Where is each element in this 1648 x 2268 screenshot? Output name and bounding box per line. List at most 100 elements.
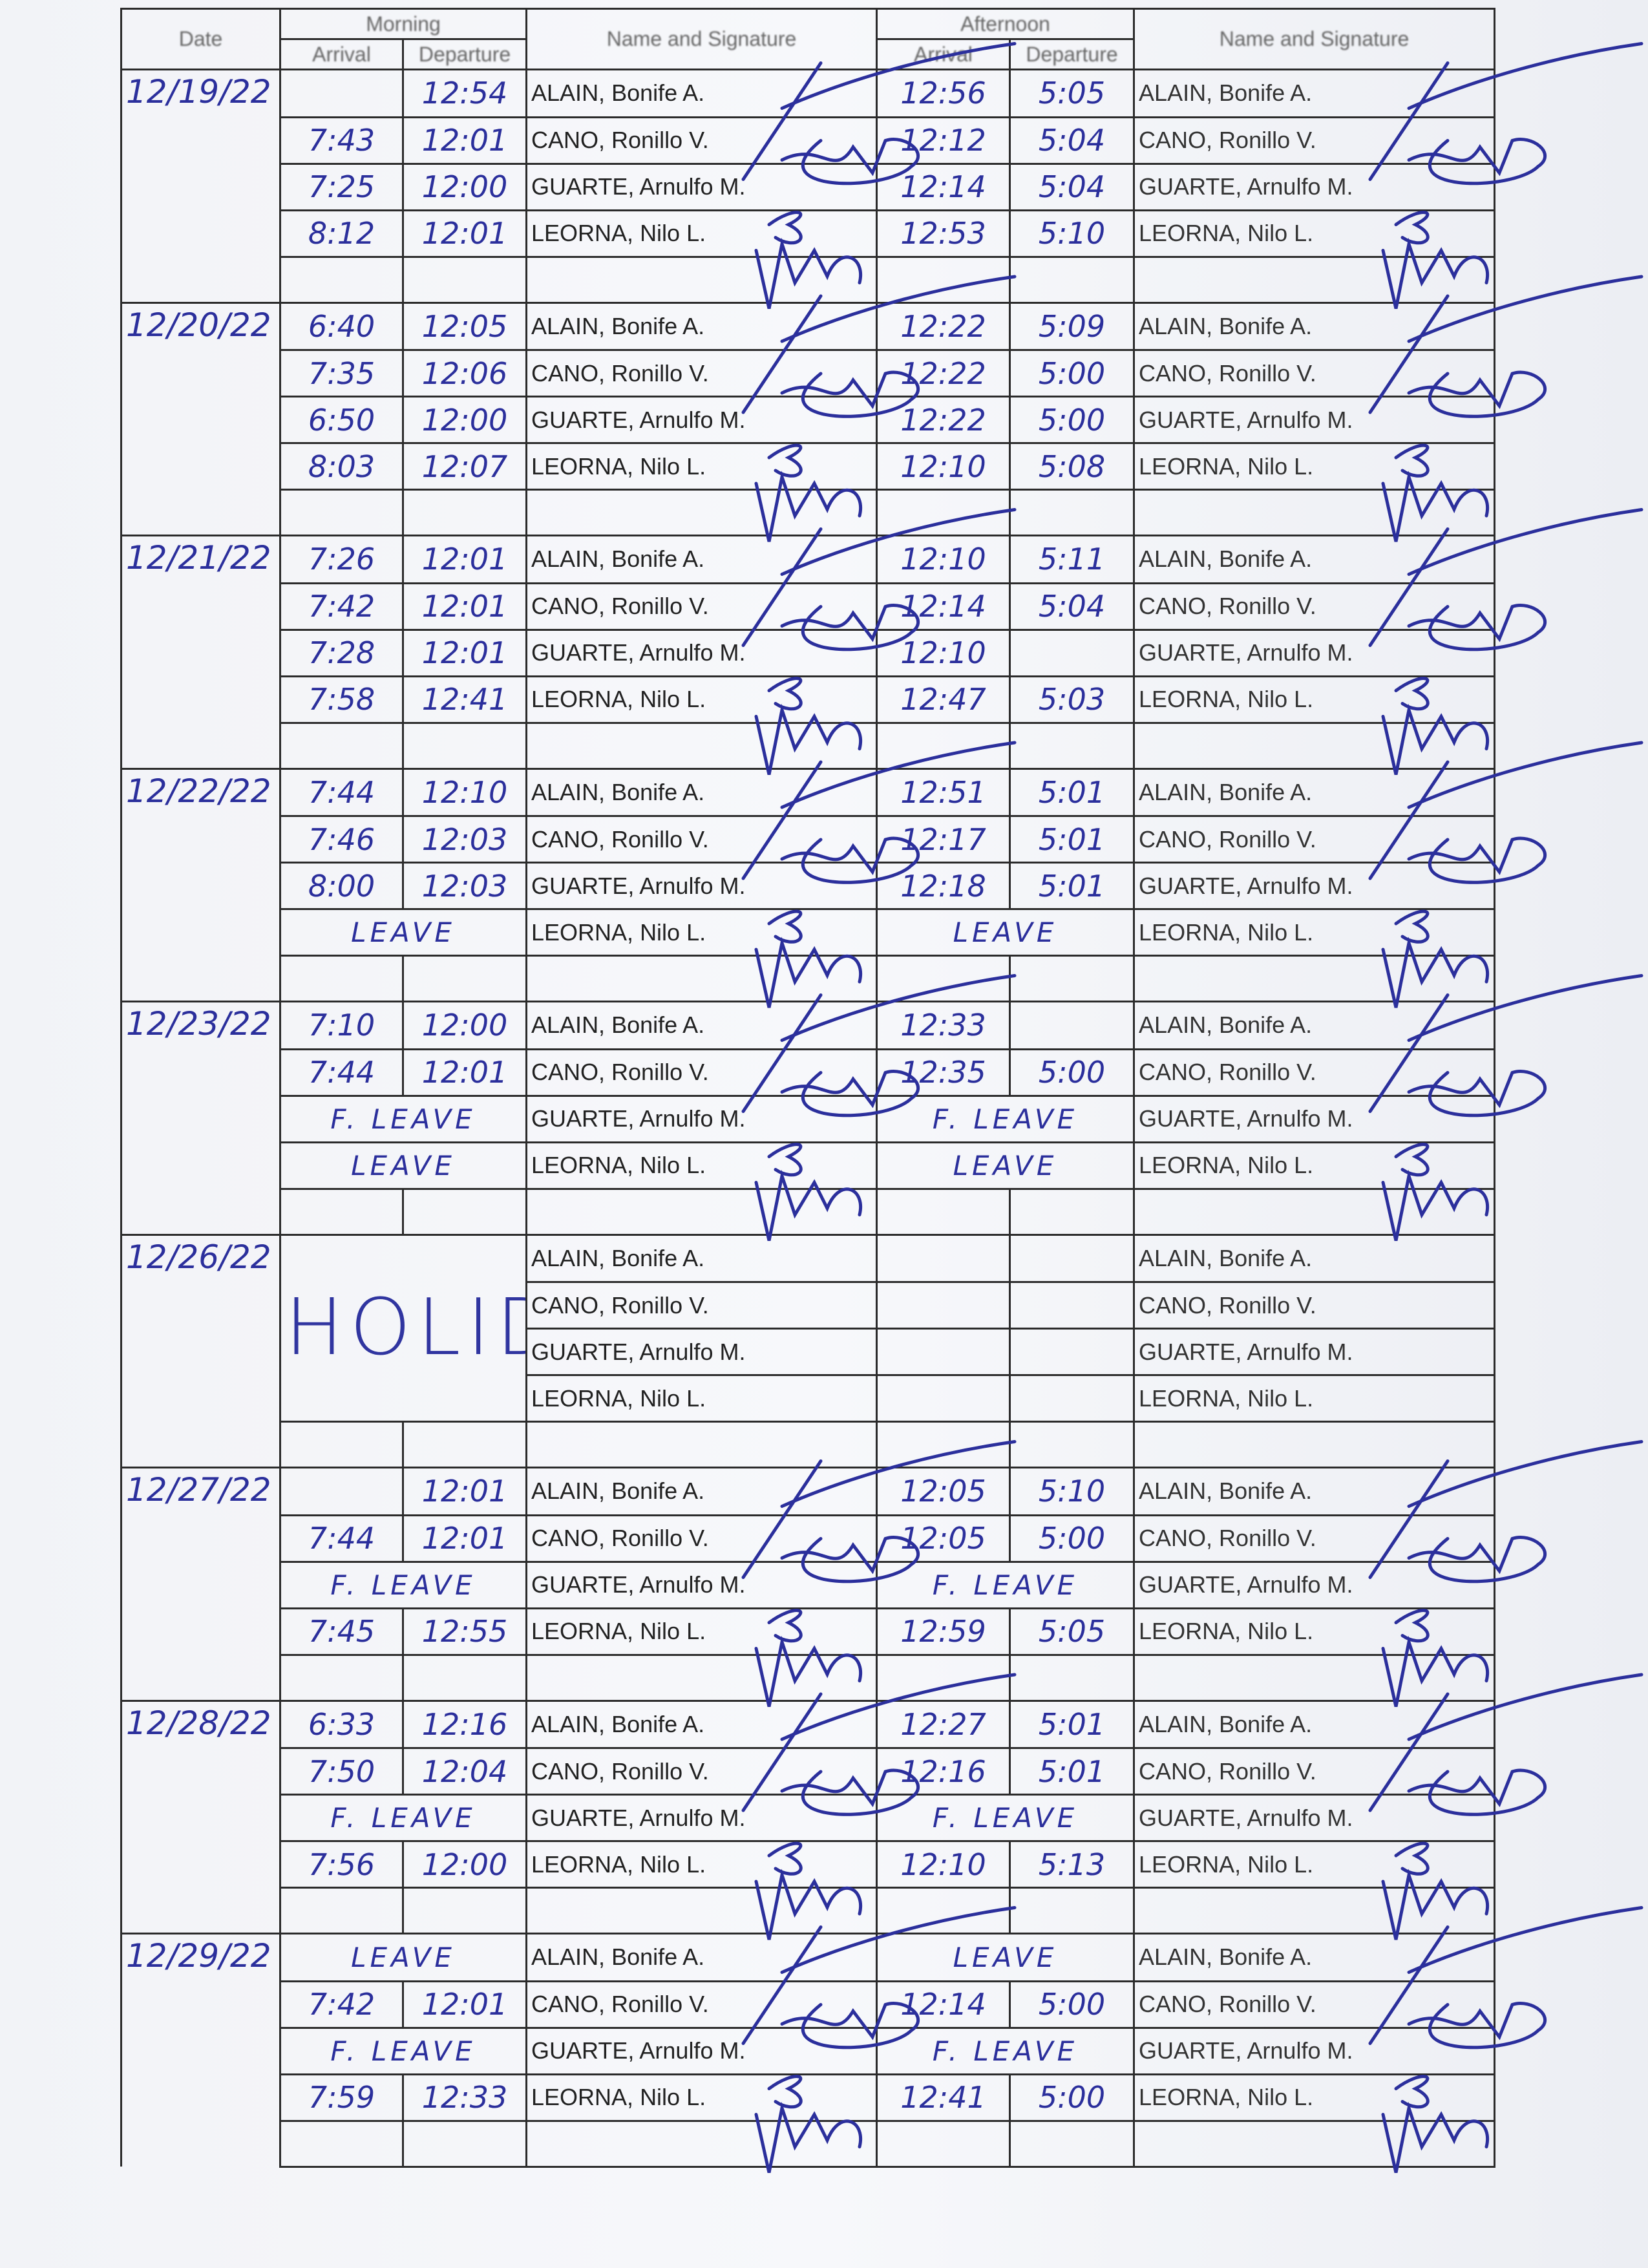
spacer-row [120, 1887, 1496, 1934]
empty-cell [525, 255, 878, 304]
afternoon-departure: 5:03 [1009, 675, 1136, 724]
morning-departure: 12:16 [401, 1699, 528, 1749]
afternoon-arrival: 12:14 [876, 582, 1011, 631]
employee-name-afternoon: ALAIN, Bonife A. [1133, 1233, 1496, 1283]
afternoon-departure: 5:04 [1009, 582, 1136, 631]
afternoon-leave-note: F. LEAVE [876, 1794, 1136, 1842]
morning-departure: 12:01 [401, 1514, 528, 1563]
employee-name-morning: GUARTE, Arnulfo M. [525, 1560, 878, 1609]
morning-arrival: 7:45 [279, 1607, 404, 1656]
date-cell-empty [120, 443, 281, 490]
table-row: 12/19/22 12:54 ALAIN, Bonife A. 12:56 5:05 AL… [120, 69, 1496, 118]
table-row: 12/21/22 7:26 12:01 ALAIN, Bonife A. 12:10 5:… [120, 535, 1496, 584]
employee-name-afternoon: GUARTE, Arnulfo M. [1133, 1794, 1496, 1842]
employee-name-morning: LEORNA, Nilo L. [525, 209, 878, 258]
employee-name-afternoon: CANO, Ronillo V. [1133, 1281, 1496, 1330]
morning-departure: 12:00 [401, 396, 528, 444]
morning-arrival: 7:43 [279, 116, 404, 165]
morning-arrival: 7:58 [279, 675, 404, 724]
morning-arrival: 7:50 [279, 1747, 404, 1796]
employee-name-afternoon: GUARTE, Arnulfo M. [1133, 2026, 1496, 2075]
afternoon-arrival: 12:22 [876, 349, 1011, 397]
spacer-row [120, 2119, 1496, 2168]
table-row: 12/22/22 7:44 12:10 ALAIN, Bonife A. 12:51 5:… [120, 767, 1496, 817]
empty-cell [876, 721, 1011, 770]
afternoon-arrival: 12:05 [876, 1467, 1011, 1516]
afternoon-departure: 5:09 [1009, 301, 1136, 351]
date-cell-empty [120, 630, 281, 676]
afternoon-arrival: 12:18 [876, 862, 1011, 910]
date-cell: 12/22/22 [120, 767, 281, 816]
employee-name-morning: LEORNA, Nilo L. [525, 1374, 878, 1423]
afternoon-arrival: 12:10 [876, 442, 1011, 491]
morning-arrival: 7:35 [279, 349, 404, 397]
employee-name-morning: CANO, Ronillo V. [525, 349, 878, 397]
afternoon-departure [1009, 1001, 1136, 1050]
empty-cell [279, 1187, 404, 1236]
table-row: 12/27/22 12:01 ALAIN, Bonife A. 12:05 5:10 AL… [120, 1467, 1496, 1516]
morning-arrival: 8:12 [279, 209, 404, 258]
employee-name-afternoon: CANO, Ronillo V. [1133, 116, 1496, 165]
employee-name-morning: GUARTE, Arnulfo M. [525, 628, 878, 677]
employee-name-afternoon: ALAIN, Bonife A. [1133, 1001, 1496, 1050]
empty-cell [1133, 1421, 1496, 1468]
table-row: F. LEAVE GUARTE, Arnulfo M. F. LEAVE GUARTE… [120, 1560, 1496, 1609]
employee-name-morning: LEORNA, Nilo L. [525, 442, 878, 491]
morning-leave-note: F. LEAVE [279, 2026, 528, 2075]
date-cell-empty [120, 583, 281, 630]
employee-name-morning: ALAIN, Bonife A. [525, 1233, 878, 1283]
empty-cell [1133, 2119, 1496, 2168]
date-cell: 12/27/22 [120, 1467, 281, 1515]
afternoon-departure: 5:05 [1009, 1607, 1136, 1656]
afternoon-arrival: 12:59 [876, 1607, 1011, 1656]
employee-name-morning: GUARTE, Arnulfo M. [525, 862, 878, 910]
employee-name-afternoon: LEORNA, Nilo L. [1133, 209, 1496, 258]
morning-arrival: 7:28 [279, 628, 404, 677]
empty-cell [525, 1187, 878, 1236]
date-cell-empty [120, 1142, 281, 1189]
employee-name-morning: ALAIN, Bonife A. [525, 1467, 878, 1516]
table-row: 12/20/22 6:40 12:05 ALAIN, Bonife A. 12:22 5:… [120, 301, 1496, 351]
morning-leave-note: F. LEAVE [279, 1794, 528, 1842]
afternoon-arrival: 12:22 [876, 396, 1011, 444]
morning-departure: 12:10 [401, 767, 528, 817]
employee-name-afternoon: ALAIN, Bonife A. [1133, 301, 1496, 351]
date-cell-empty [120, 1282, 281, 1329]
attendance-sheet: Date Morning Name and Signature Afternoo… [120, 8, 1496, 2168]
employee-name-morning: LEORNA, Nilo L. [525, 1840, 878, 1889]
morning-departure: 12:54 [401, 69, 528, 118]
morning-departure: 12:06 [401, 349, 528, 397]
empty-cell [279, 255, 404, 304]
morning-leave-note: F. LEAVE [279, 1094, 528, 1143]
morning-leave-note: F. LEAVE [279, 1560, 528, 1609]
morning-departure: 12:33 [401, 2073, 528, 2122]
date-cell-empty [120, 210, 281, 257]
employee-name-afternoon: ALAIN, Bonife A. [1133, 767, 1496, 817]
spacer-row [120, 1653, 1496, 1702]
empty-cell [401, 489, 528, 536]
morning-arrival: 7:42 [279, 582, 404, 631]
table-row: F. LEAVE GUARTE, Arnulfo M. F. LEAVE GUARTE… [120, 2026, 1496, 2075]
empty-cell [279, 955, 404, 1002]
morning-arrival-header: Arrival [279, 38, 404, 70]
date-cell-empty [120, 2074, 281, 2121]
morning-departure: 12:01 [401, 1048, 528, 1097]
spacer-row [120, 955, 1496, 1002]
table-row: 8:03 12:07 LEORNA, Nilo L. 12:10 5:08 LEORNA,… [120, 442, 1496, 491]
morning-arrival: 7:25 [279, 162, 404, 211]
afternoon-arrival [876, 1281, 1011, 1330]
empty-cell [876, 2119, 1011, 2168]
employee-name-afternoon: CANO, Ronillo V. [1133, 815, 1496, 864]
table-row: 12/29/22 LEAVE ALAIN, Bonife A. LEAVE ALAIN,… [120, 1933, 1496, 1982]
afternoon-departure: 5:13 [1009, 1840, 1136, 1889]
empty-cell [525, 2119, 878, 2168]
afternoon-departure: 5:00 [1009, 2073, 1136, 2122]
date-cell-empty [120, 816, 281, 863]
empty-cell [876, 955, 1011, 1002]
employee-name-morning: GUARTE, Arnulfo M. [525, 1328, 878, 1376]
employee-name-morning: GUARTE, Arnulfo M. [525, 2026, 878, 2075]
empty-cell [279, 1421, 404, 1468]
afternoon-arrival: 12:56 [876, 69, 1011, 118]
empty-cell [1009, 721, 1136, 770]
date-cell-empty [120, 862, 281, 909]
